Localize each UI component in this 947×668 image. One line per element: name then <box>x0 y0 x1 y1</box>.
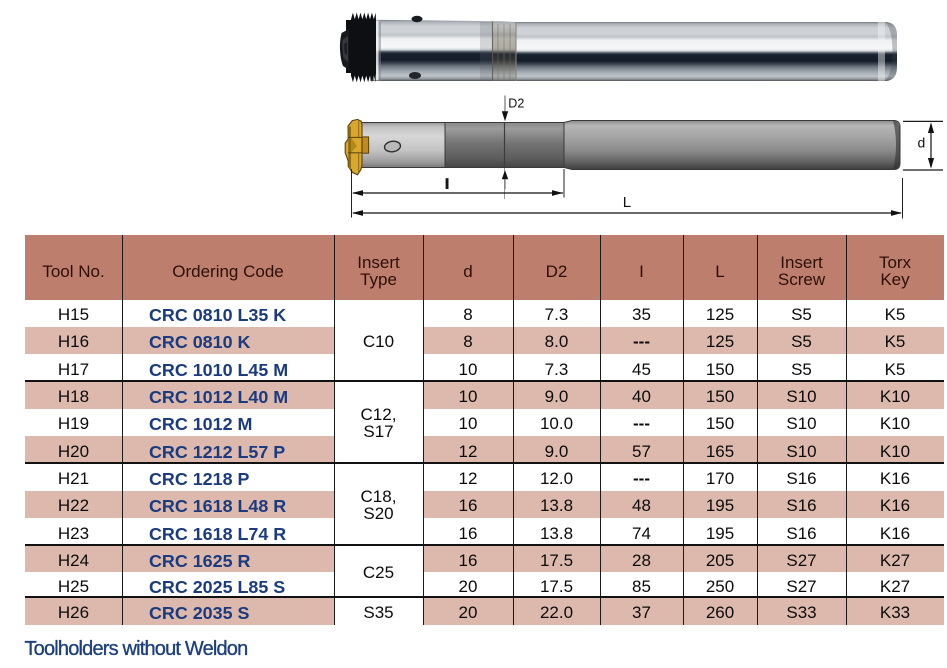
svg-text:d: d <box>918 135 926 151</box>
svg-text:D2: D2 <box>508 97 524 111</box>
svg-text:L: L <box>623 194 631 211</box>
